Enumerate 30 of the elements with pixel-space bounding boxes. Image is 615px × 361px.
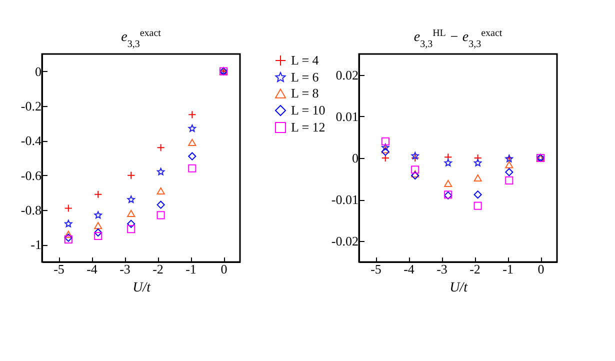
x-tick-label: -3: [120, 262, 130, 276]
y-tick-label: 0.01: [336, 108, 358, 124]
x-tick-label: -1: [186, 262, 196, 276]
y-tick-label: -1: [30, 237, 42, 252]
x-tick-label: -2: [470, 262, 480, 276]
y-tick-label: 0.02: [336, 67, 358, 82]
y-tick-label: 0: [352, 150, 358, 166]
legend-label: L = 6: [291, 70, 320, 84]
x-tick-label: -4: [86, 262, 98, 276]
y-tick-label: -0.02: [331, 234, 358, 249]
x-tick-label: -5: [54, 262, 64, 276]
x-axis-title: U/t: [450, 280, 469, 296]
x-tick-label: 0: [220, 262, 228, 276]
y-tick-label: -0.2: [20, 98, 42, 114]
x-tick-label: -4: [404, 262, 415, 276]
y-tick-label: -0.6: [20, 168, 42, 183]
legend-label: L = 12: [291, 120, 326, 134]
y-tick-label: -0.8: [20, 202, 42, 218]
legend-label: L = 10: [291, 102, 326, 118]
x-tick-label: -5: [370, 262, 382, 276]
y-tick-label: -0.01: [331, 192, 358, 208]
x-tick-label: -2: [152, 262, 164, 276]
x-tick-label: -1: [502, 262, 514, 276]
x-tick-label: 0: [538, 262, 544, 276]
x-axis-title: U/t: [132, 280, 152, 296]
y-tick-label: -0.4: [20, 133, 42, 148]
legend-label: L = 4: [291, 52, 320, 68]
x-tick-label: -3: [436, 262, 448, 276]
y-tick-label: 0: [35, 64, 42, 79]
legend-label: L = 8: [291, 86, 319, 100]
